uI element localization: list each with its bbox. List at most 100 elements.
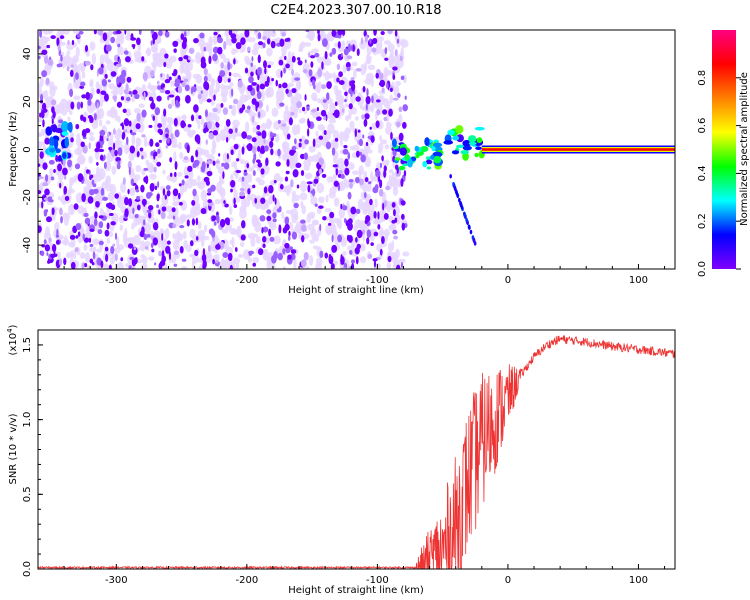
noise-speckle: [152, 53, 158, 57]
noise-dot: [322, 216, 326, 220]
noise-dot: [87, 99, 91, 106]
noise-dot: [85, 218, 91, 225]
noise-dot: [80, 141, 84, 147]
signal-blob: [474, 153, 478, 157]
noise-dot: [256, 125, 260, 130]
noise-dot: [355, 129, 357, 138]
noise-dot: [181, 82, 185, 87]
noise-dot: [399, 133, 404, 142]
snr-y-scale-close: ): [8, 324, 19, 328]
noise-dot: [118, 147, 123, 156]
signal-blob: [477, 137, 483, 143]
noise-dot: [292, 56, 296, 63]
noise-speckle: [231, 161, 235, 167]
noise-speckle: [222, 96, 228, 103]
noise-dot: [184, 156, 189, 160]
noise-dot: [268, 185, 273, 194]
noise-dot: [120, 257, 123, 261]
noise-dot: [202, 265, 204, 269]
noise-dot: [98, 67, 103, 75]
noise-dot: [71, 65, 74, 68]
noise-dot: [198, 115, 201, 119]
noise-dot: [224, 203, 229, 207]
noise-dot: [180, 246, 184, 253]
snr-x-label: Height of straight line (km): [288, 585, 424, 596]
noise-dot: [390, 88, 393, 92]
noise-speckle: [299, 192, 307, 200]
noise-speckle: [80, 156, 84, 164]
noise-dot: [162, 206, 167, 211]
noise-dot: [175, 161, 178, 170]
noise-speckle: [310, 230, 314, 235]
noise-speckle: [148, 82, 151, 87]
noise-dot: [75, 247, 79, 252]
noise-dot: [206, 180, 210, 185]
noise-speckle: [80, 252, 86, 259]
noise-dot: [370, 242, 373, 246]
noise-dot: [90, 64, 93, 70]
noise-dot: [231, 150, 233, 153]
noise-dot: [84, 263, 87, 267]
noise-dot: [134, 214, 138, 218]
noise-dot: [228, 253, 233, 261]
noise-speckle: [135, 165, 141, 172]
noise-speckle: [334, 218, 340, 224]
noise-dot: [271, 255, 277, 264]
noise-dot: [287, 133, 291, 139]
noise-dot: [179, 183, 182, 186]
figure-title: C2E4.2023.307.00.10.R18: [270, 3, 441, 18]
noise-dot: [281, 32, 286, 36]
noise-dot: [154, 262, 156, 265]
noise-dot: [156, 194, 159, 202]
noise-dot: [36, 225, 41, 233]
noise-dot: [191, 200, 195, 206]
noise-dot: [159, 140, 162, 143]
noise-speckle: [221, 258, 225, 264]
signal-blob: [452, 150, 459, 154]
noise-dot: [212, 259, 215, 265]
noise-dot: [319, 251, 323, 258]
noise-speckle: [179, 152, 183, 159]
noise-speckle: [168, 117, 174, 125]
noise-speckle: [252, 257, 259, 263]
noise-speckle: [52, 217, 56, 221]
noise-dot: [319, 169, 322, 175]
noise-dot: [284, 243, 289, 248]
noise-dot: [159, 129, 163, 135]
noise-dot: [129, 167, 131, 175]
noise-speckle: [249, 174, 252, 183]
noise-dot: [402, 122, 407, 129]
signal-blob: [460, 150, 469, 154]
noise-dot: [141, 110, 146, 118]
noise-speckle: [329, 187, 336, 195]
noise-dot: [261, 168, 265, 175]
noise-dot: [357, 244, 361, 249]
noise-speckle: [402, 251, 409, 256]
noise-speckle: [236, 263, 239, 269]
noise-dot: [356, 209, 361, 214]
noise-speckle: [288, 83, 294, 87]
noise-dot: [286, 171, 290, 174]
streak-dot: [455, 191, 458, 195]
noise-dot: [172, 72, 177, 76]
noise-dot: [220, 219, 225, 228]
noise-dot: [114, 193, 119, 199]
noise-speckle: [244, 96, 248, 101]
noise-dot: [281, 123, 286, 126]
noise-dot: [344, 91, 348, 96]
noise-dot: [332, 48, 337, 55]
noise-dot: [402, 104, 408, 111]
noise-dot: [325, 51, 328, 59]
y-tick-label: 0: [22, 146, 33, 152]
noise-speckle: [312, 221, 318, 226]
noise-dot: [106, 203, 112, 208]
noise-dot: [369, 38, 371, 44]
noise-dot: [304, 139, 309, 144]
noise-dot: [48, 199, 53, 202]
noise-dot: [314, 179, 319, 184]
noise-speckle: [145, 160, 149, 166]
noise-speckle: [306, 34, 311, 38]
noise-dot: [301, 259, 307, 267]
noise-dot: [163, 62, 166, 67]
noise-speckle: [311, 48, 319, 53]
